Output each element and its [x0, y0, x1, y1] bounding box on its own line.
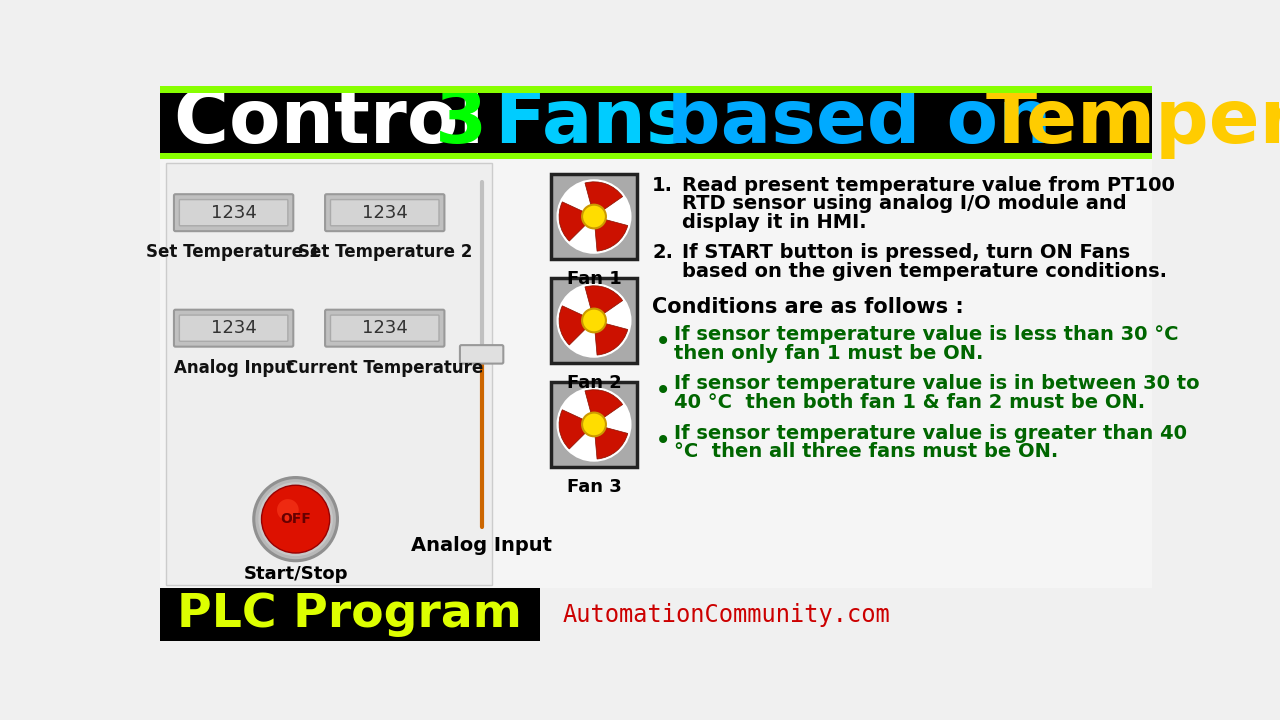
- Text: based on: based on: [667, 86, 1078, 159]
- Wedge shape: [595, 323, 627, 355]
- FancyBboxPatch shape: [174, 310, 293, 346]
- Text: °C  then all three fans must be ON.: °C then all three fans must be ON.: [673, 442, 1059, 461]
- Circle shape: [276, 499, 298, 521]
- Text: •: •: [655, 328, 672, 356]
- Text: Fan 3: Fan 3: [567, 477, 621, 495]
- Text: 1234: 1234: [211, 204, 256, 222]
- Bar: [160, 588, 540, 641]
- Text: RTD sensor using analog I/O module and: RTD sensor using analog I/O module and: [681, 194, 1126, 213]
- Bar: [552, 278, 636, 363]
- Text: AutomationCommunity.com: AutomationCommunity.com: [563, 603, 891, 626]
- Text: PLC Program: PLC Program: [178, 592, 522, 637]
- Text: Current Temperature: Current Temperature: [287, 359, 484, 377]
- Circle shape: [255, 479, 335, 559]
- FancyBboxPatch shape: [174, 194, 293, 231]
- Text: based on the given temperature conditions.: based on the given temperature condition…: [681, 262, 1166, 281]
- Text: If sensor temperature value is greater than 40: If sensor temperature value is greater t…: [673, 423, 1187, 443]
- Text: display it in HMI.: display it in HMI.: [681, 212, 867, 232]
- Circle shape: [557, 387, 631, 462]
- Wedge shape: [585, 390, 622, 419]
- Text: If sensor temperature value is less than 30 °C: If sensor temperature value is less than…: [673, 325, 1179, 344]
- FancyBboxPatch shape: [325, 310, 444, 346]
- Text: Analog Input: Analog Input: [411, 536, 552, 555]
- Wedge shape: [585, 286, 622, 315]
- Bar: [160, 93, 1152, 153]
- Text: Read present temperature value from PT100: Read present temperature value from PT10…: [681, 176, 1175, 194]
- FancyBboxPatch shape: [179, 199, 288, 226]
- FancyBboxPatch shape: [460, 345, 503, 364]
- Text: Start/Stop: Start/Stop: [243, 565, 348, 583]
- Text: Conditions are as follows :: Conditions are as follows :: [652, 297, 964, 318]
- Circle shape: [252, 476, 339, 562]
- Circle shape: [582, 309, 605, 333]
- Text: Fan 2: Fan 2: [567, 374, 621, 392]
- Text: •: •: [655, 427, 672, 455]
- Text: Fan 1: Fan 1: [567, 270, 621, 288]
- Wedge shape: [559, 202, 588, 241]
- Text: Set Temperature 1: Set Temperature 1: [146, 243, 321, 261]
- Circle shape: [261, 485, 330, 553]
- Text: 1.: 1.: [652, 176, 673, 194]
- FancyBboxPatch shape: [330, 199, 439, 226]
- Text: If START button is pressed, turn ON Fans: If START button is pressed, turn ON Fans: [681, 243, 1130, 263]
- Wedge shape: [595, 219, 627, 251]
- Text: If sensor temperature value is in between 30 to: If sensor temperature value is in betwee…: [673, 374, 1199, 393]
- Circle shape: [582, 204, 605, 228]
- Bar: [552, 174, 636, 259]
- Text: 40 °C  then both fan 1 & fan 2 must be ON.: 40 °C then both fan 1 & fan 2 must be ON…: [673, 393, 1144, 412]
- Text: Control: Control: [174, 86, 511, 159]
- Text: 2.: 2.: [652, 243, 673, 263]
- Bar: [160, 86, 1152, 93]
- Text: Fans: Fans: [495, 86, 717, 159]
- Text: then only fan 1 must be ON.: then only fan 1 must be ON.: [673, 343, 983, 363]
- Wedge shape: [585, 182, 622, 211]
- Text: 1234: 1234: [211, 319, 256, 337]
- Text: 1234: 1234: [362, 204, 408, 222]
- Wedge shape: [595, 427, 627, 459]
- Text: Temperature: Temperature: [986, 86, 1280, 159]
- Wedge shape: [559, 306, 588, 345]
- Text: •: •: [655, 377, 672, 405]
- Bar: [552, 382, 636, 467]
- Bar: [166, 163, 492, 585]
- Text: OFF: OFF: [280, 512, 311, 526]
- Text: Analog Input: Analog Input: [174, 359, 293, 377]
- Circle shape: [259, 482, 333, 556]
- FancyBboxPatch shape: [325, 194, 444, 231]
- Circle shape: [557, 283, 631, 358]
- Text: Set Temperature 2: Set Temperature 2: [297, 243, 472, 261]
- Wedge shape: [559, 410, 588, 449]
- FancyBboxPatch shape: [179, 315, 288, 341]
- Text: 3: 3: [434, 86, 513, 159]
- Bar: [160, 159, 1152, 588]
- FancyBboxPatch shape: [330, 315, 439, 341]
- Circle shape: [557, 179, 631, 253]
- Circle shape: [582, 413, 605, 436]
- Bar: [160, 153, 1152, 159]
- Text: 1234: 1234: [362, 319, 408, 337]
